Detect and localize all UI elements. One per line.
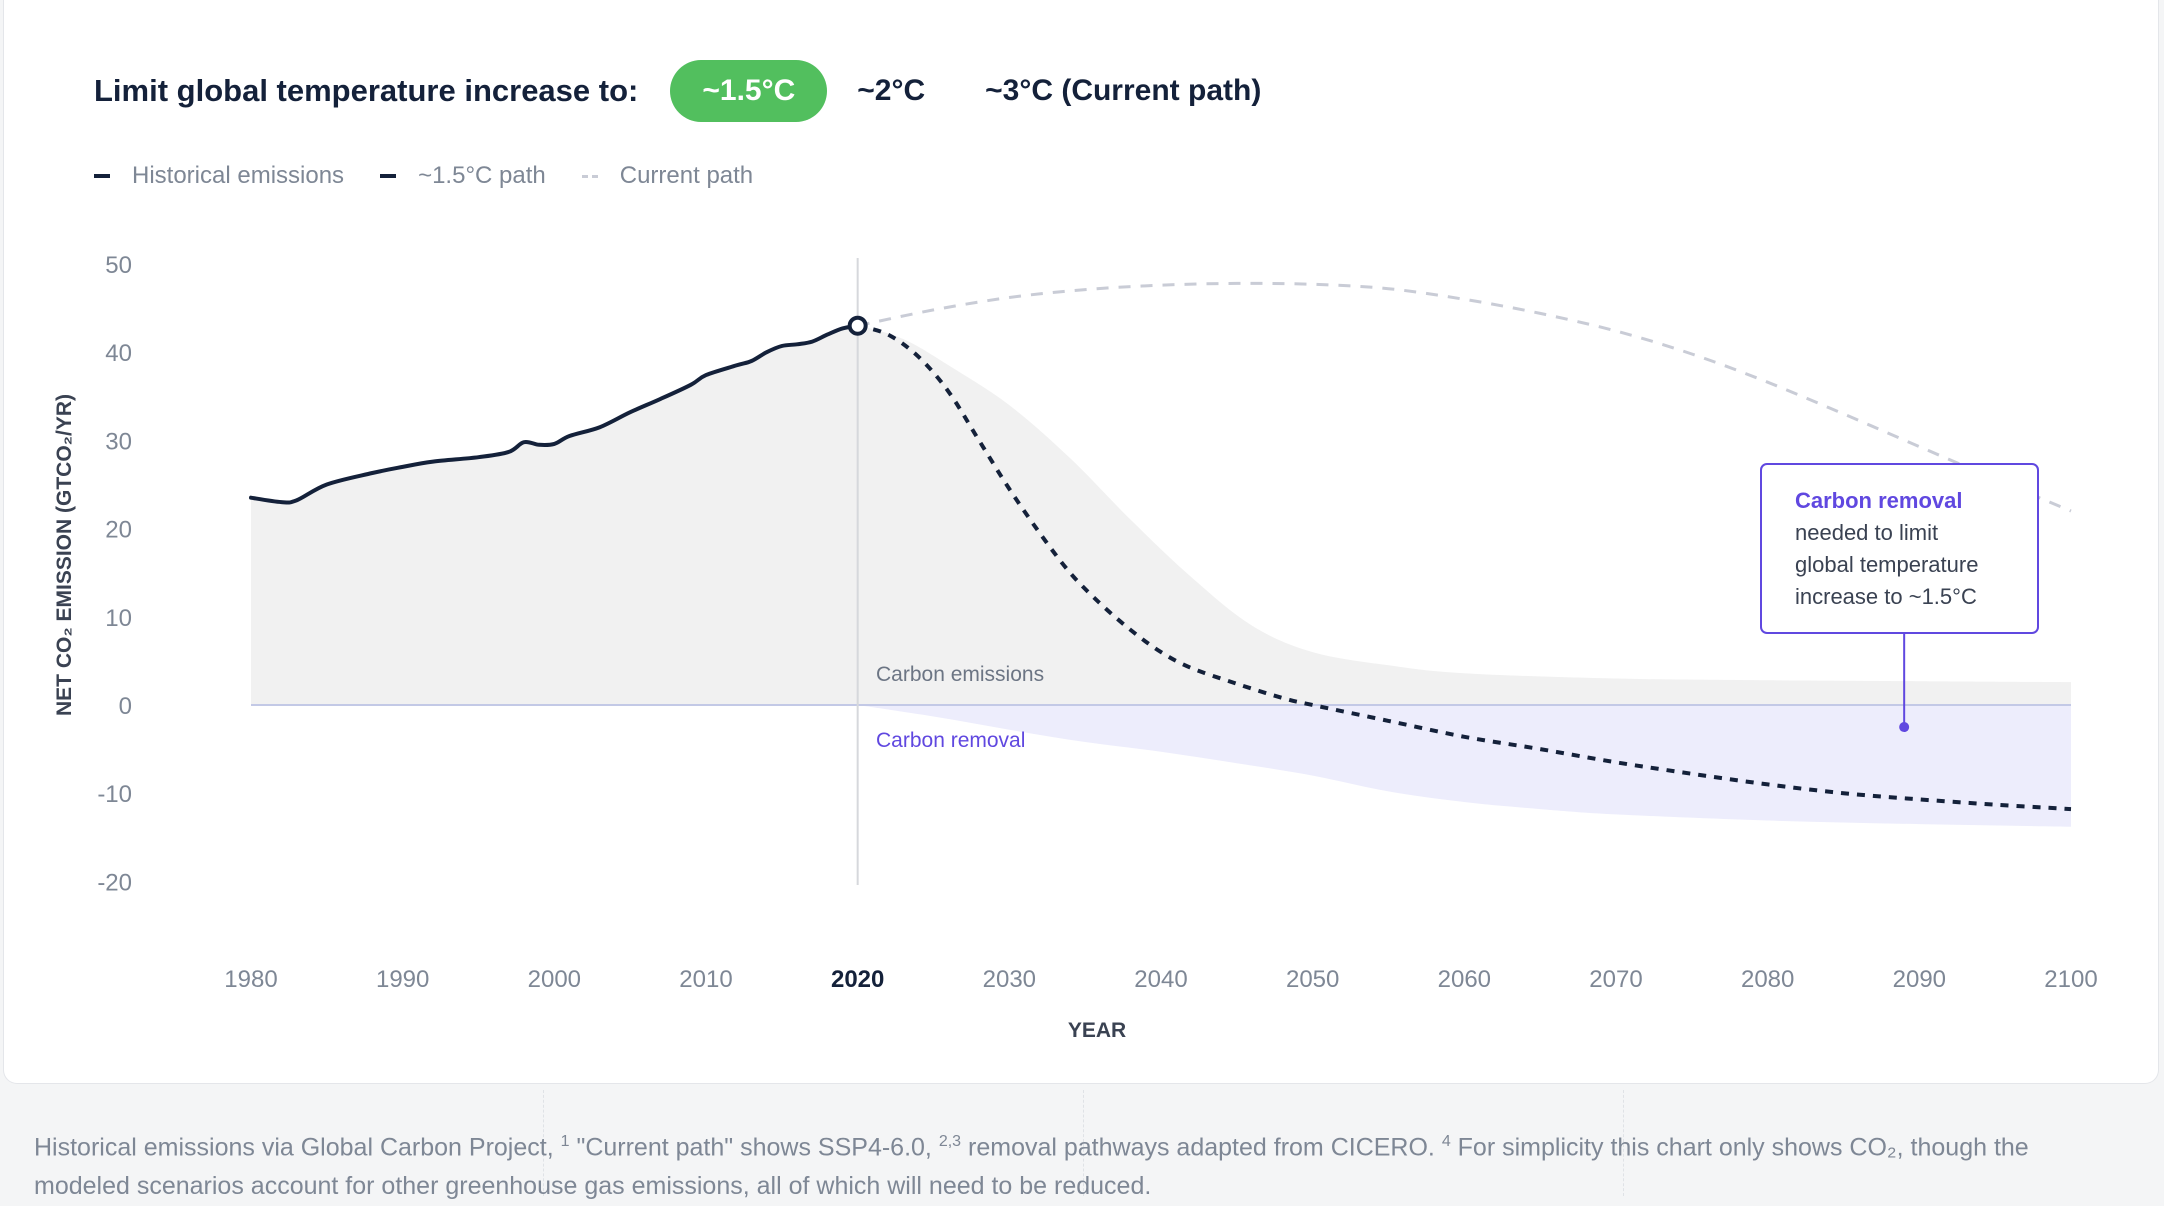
callout-text-line: needed to limit [1795, 520, 1938, 545]
x-tick-label: 2080 [1741, 966, 1794, 993]
footer-divider [1083, 1090, 1084, 1196]
x-tick-label: 2060 [1438, 966, 1491, 993]
y-tick-label: 10 [105, 605, 132, 632]
y-axis-label: NET CO₂ EMISSION (GTCO₂/YR) [53, 394, 76, 716]
footnote-text: Historical emissions via Global Carbon P… [34, 1133, 561, 1162]
carbon-removal-label: Carbon removal [876, 729, 1025, 752]
x-tick-label: 2020 [831, 966, 884, 993]
path-1-5c-line [857, 323, 2072, 812]
option-2c-button[interactable]: ~2°C [827, 60, 955, 122]
selector-title: Limit global temperature increase to: [94, 73, 639, 108]
y-tick-label: 30 [105, 428, 132, 455]
footnote-text: removal pathways adapted from CICERO. [961, 1133, 1442, 1162]
footnote-text: "Current path" shows SSP4-6.0, [569, 1133, 939, 1162]
legend-light-dashed-swatch [581, 174, 598, 178]
callout-text-line: global temperature [1795, 552, 1978, 577]
x-tick-label: 2000 [528, 966, 581, 993]
y-tick-label: 20 [105, 517, 132, 544]
chart-legend: Historical emissions ~1.5°C path Current… [94, 162, 789, 190]
historical-emissions-line [249, 323, 860, 505]
x-tick-label: 2070 [1589, 966, 1642, 993]
legend-1-5c-path: ~1.5°C path [380, 162, 546, 190]
carbon-emissions-label: Carbon emissions [876, 663, 1044, 686]
x-tick-label: 2100 [2044, 966, 2097, 993]
legend-current-path: Current path [581, 162, 754, 190]
scenario-selector: Limit global temperature increase to: ~1… [94, 60, 1291, 122]
x-tick-label: 1990 [376, 966, 429, 993]
callout-text-line: increase to ~1.5°C [1795, 584, 1977, 609]
footer-divider [543, 1090, 544, 1196]
y-tick-label: -20 [97, 869, 132, 896]
legend-1-5c-label: ~1.5°C path [418, 162, 546, 189]
legend-dashed-swatch [380, 174, 397, 178]
option-3c-button[interactable]: ~3°C (Current path) [955, 60, 1291, 122]
legend-solid-swatch [94, 174, 110, 178]
chart-footnote: Historical emissions via Global Carbon P… [34, 1122, 2124, 1206]
legend-historical: Historical emissions [94, 162, 344, 190]
callout-point [1899, 722, 1910, 733]
x-tick-label: 2050 [1286, 966, 1339, 993]
x-tick-label: 2040 [1134, 966, 1187, 993]
footnote-ref: 1 [560, 1133, 570, 1150]
carbon-emissions-area [251, 325, 2071, 705]
current-path-line [857, 281, 2072, 513]
x-tick-label: 2090 [1893, 966, 1946, 993]
x-tick-label: 2030 [983, 966, 1036, 993]
legend-historical-label: Historical emissions [132, 162, 345, 189]
x-tick-label: 2010 [679, 966, 732, 993]
y-tick-label: -10 [97, 781, 132, 808]
option-1-5c-button[interactable]: ~1.5°C [670, 60, 828, 122]
footnote-ref: 2,3 [938, 1133, 962, 1150]
footnote-ref: 4 [1441, 1133, 1451, 1150]
x-tick-label: 1980 [224, 966, 277, 993]
y-tick-label: 0 [119, 693, 132, 720]
x-axis-label: YEAR [1068, 1019, 1126, 1042]
y-tick-label: 50 [105, 252, 132, 279]
year-2020-point-marker [847, 315, 868, 336]
carbon-removal-area [857, 705, 2071, 827]
callout-title: Carbon removal [1795, 488, 1963, 513]
y-tick-label: 40 [105, 340, 132, 367]
callout-box [1760, 463, 2039, 634]
footer-divider [1623, 1090, 1624, 1196]
legend-current-label: Current path [619, 162, 754, 189]
